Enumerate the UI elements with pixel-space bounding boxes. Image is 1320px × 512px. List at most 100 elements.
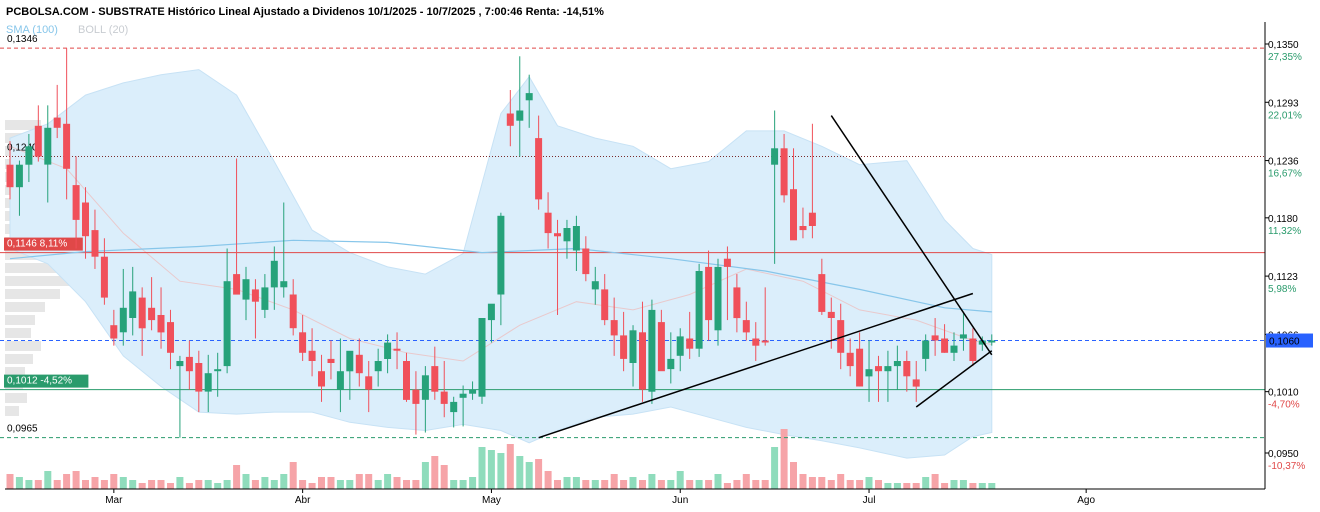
x-tick-label: Ago — [1077, 495, 1095, 506]
volume-bar — [572, 477, 580, 489]
candle-body — [384, 342, 392, 359]
volume-bar — [978, 483, 986, 489]
volume-bar — [912, 483, 920, 489]
candle-body — [242, 279, 250, 300]
volume-bar — [988, 483, 996, 489]
candle-body — [233, 274, 241, 295]
level-label: 0,1346 — [7, 34, 38, 45]
volume-bar — [478, 447, 486, 489]
volume-bar — [431, 456, 439, 489]
candle-body — [318, 371, 325, 387]
candle-body — [327, 358, 335, 363]
candle-body — [53, 117, 61, 128]
profile-bar — [5, 328, 31, 338]
profile-bar — [5, 263, 69, 273]
trendline — [915, 350, 993, 408]
volume-bar — [723, 483, 731, 489]
candle-body — [15, 164, 23, 188]
profile-bar — [5, 289, 60, 299]
candle-body — [365, 376, 373, 390]
x-tick-label: Jul — [863, 495, 876, 506]
current-price-tag — [1266, 333, 1313, 348]
volume-bar — [893, 483, 901, 489]
volume-bar — [875, 480, 882, 489]
volume-bar — [195, 480, 203, 489]
volume-bar — [610, 474, 618, 489]
volume-bar — [440, 465, 448, 489]
volume-bar — [280, 474, 288, 489]
volume-bar — [799, 474, 807, 489]
candle-body — [752, 338, 760, 346]
candle-body — [336, 371, 344, 390]
volume-bar — [516, 456, 524, 489]
volume-bar — [761, 480, 769, 489]
candle-body — [251, 289, 259, 302]
volume-bar — [261, 477, 269, 489]
volume-bar — [554, 480, 561, 489]
candle-body — [157, 315, 165, 333]
volume-bar — [421, 462, 429, 489]
volume-bar — [620, 480, 628, 489]
candle-body — [167, 322, 174, 353]
y-tick-label: 0,1350 — [1268, 40, 1299, 51]
y-tick-label: 0,1180 — [1268, 214, 1298, 225]
candle-body — [487, 303, 495, 321]
volume-bar — [374, 480, 382, 489]
volume-bar — [242, 474, 250, 489]
volume-bar — [299, 480, 307, 489]
volume-bar — [865, 477, 873, 489]
level-label-bg — [4, 237, 83, 251]
candle-body — [563, 228, 571, 242]
candle-body — [374, 361, 382, 372]
candle-body — [223, 281, 231, 367]
candle-body — [931, 335, 939, 341]
candle-body — [204, 373, 212, 392]
profile-bar — [5, 341, 41, 351]
volume-bar — [808, 477, 816, 489]
volume-bar — [969, 483, 977, 489]
volume-bar — [639, 480, 646, 489]
candle-body — [148, 307, 156, 321]
volume-bar — [695, 480, 703, 489]
candle-body — [875, 366, 882, 372]
candle-body — [100, 256, 108, 298]
volume-bar — [922, 477, 930, 489]
trendlines — [538, 115, 993, 439]
y-tick-percent: 5,98% — [1268, 284, 1296, 295]
volume-bar — [355, 474, 363, 489]
candle-body — [129, 291, 137, 318]
candle-body — [214, 369, 222, 372]
candle-body — [544, 212, 552, 234]
volume-bar — [667, 480, 675, 489]
volume-bar — [233, 465, 241, 489]
volume-bar — [657, 480, 665, 489]
volume-bar — [525, 462, 533, 489]
candle-body — [610, 320, 618, 336]
volume-bar — [289, 462, 297, 489]
candle-body — [393, 348, 401, 351]
volume-bar — [487, 450, 495, 489]
candle-body — [676, 336, 684, 356]
volume-bar — [582, 480, 590, 489]
candle-body — [620, 335, 628, 359]
candle-body — [506, 113, 514, 126]
profile-bar — [5, 393, 27, 403]
volume-bar — [214, 483, 222, 489]
volume-bar — [270, 480, 278, 489]
volume-bar — [931, 474, 939, 489]
candle-body — [346, 350, 354, 372]
candle-body — [478, 318, 486, 397]
candle-body — [733, 287, 741, 319]
candle-body — [639, 332, 646, 390]
candle-body — [25, 146, 33, 165]
candle-body — [648, 309, 656, 392]
candle-body — [185, 356, 193, 372]
candle-body — [431, 366, 439, 392]
candle-body — [261, 287, 269, 310]
volume-bar — [82, 480, 89, 489]
candle-body — [799, 226, 807, 231]
candle-body — [195, 363, 203, 392]
volume-bar — [176, 477, 184, 489]
volume-bar — [846, 480, 854, 489]
candle-body — [299, 332, 307, 353]
